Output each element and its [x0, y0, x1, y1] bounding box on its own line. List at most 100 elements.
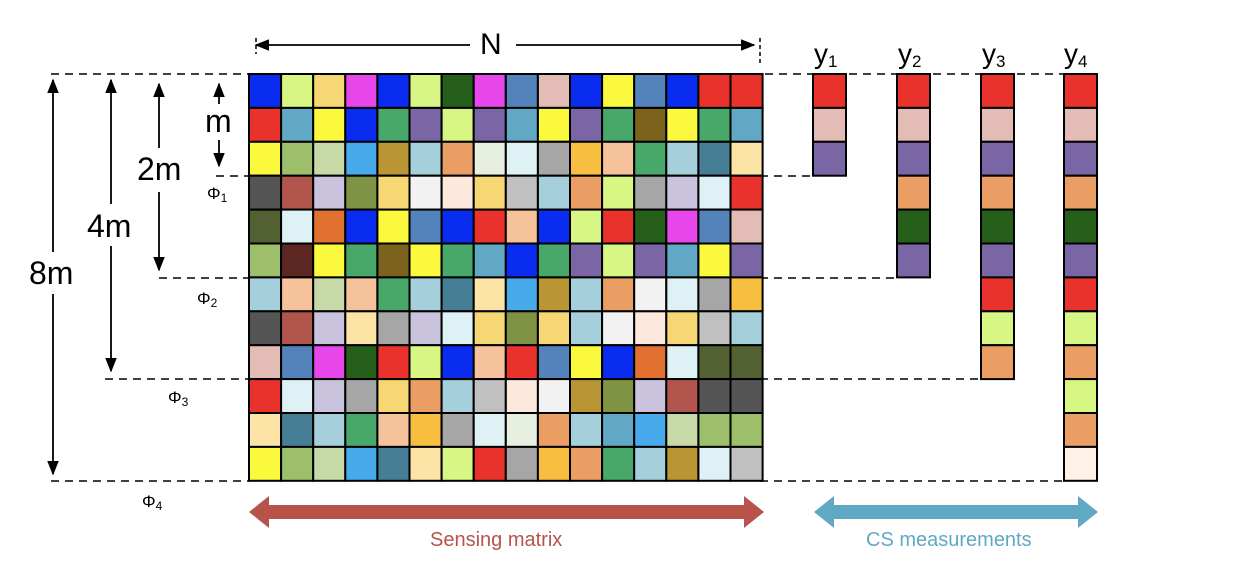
measurement-cell [1063, 73, 1098, 109]
cs-measurements-caption: CS measurements [866, 529, 1032, 551]
matrix-cell [248, 378, 283, 415]
matrix-cell [248, 242, 283, 279]
matrix-cell [504, 242, 539, 279]
matrix-cell [248, 412, 283, 448]
matrix-cell [312, 140, 347, 177]
matrix-cell [472, 344, 507, 381]
matrix-cell [344, 276, 379, 313]
measurement-cell [980, 73, 1015, 109]
matrix-cell [280, 174, 315, 211]
matrix-cell [697, 242, 732, 279]
matrix-cell [248, 276, 283, 313]
measurement-cell [896, 174, 931, 211]
matrix-cell [280, 412, 315, 448]
matrix-cell [569, 445, 604, 482]
matrix-cell [569, 344, 604, 381]
cs-measurements-arrow [814, 496, 1098, 528]
matrix-cell [536, 106, 572, 143]
matrix-cell [536, 174, 572, 211]
matrix-cell [472, 276, 507, 313]
matrix-cell [729, 412, 764, 448]
matrix-cell [697, 378, 732, 415]
matrix-cell [665, 378, 700, 415]
matrix-cell [697, 208, 732, 245]
matrix-cell [633, 310, 668, 347]
matrix-cell [248, 106, 283, 143]
phi-4-symbol: Φ [142, 492, 156, 511]
matrix-cell [665, 174, 700, 211]
matrix-cell [408, 412, 443, 448]
phi-4-index: 4 [155, 499, 163, 513]
matrix-cell [569, 106, 604, 143]
matrix-cell [344, 344, 379, 381]
matrix-cell [280, 310, 315, 347]
matrix-cell [408, 242, 443, 279]
matrix-cell [472, 242, 507, 279]
matrix-cell [312, 310, 347, 347]
matrix-cell [504, 378, 539, 415]
matrix-cell [729, 106, 764, 143]
measurement-cell [980, 344, 1015, 381]
matrix-cell [601, 276, 636, 313]
measurement-cell [1063, 412, 1098, 448]
matrix-cell [633, 276, 668, 313]
matrix-cell [376, 378, 411, 415]
y-1-index: 1 [828, 52, 838, 71]
matrix-cell [601, 412, 636, 448]
matrix-cell [601, 378, 636, 415]
measurement-cell [1063, 242, 1098, 279]
phi-3-symbol: Φ [168, 388, 182, 407]
matrix-cell [633, 73, 668, 109]
matrix-cell [697, 174, 732, 211]
matrix-cell [376, 242, 411, 279]
matrix-cell [569, 73, 604, 109]
phi-3-label: Φ3 [168, 389, 188, 408]
matrix-cell [312, 378, 347, 415]
matrix-cell [729, 174, 764, 211]
measurement-cell [1063, 445, 1098, 482]
matrix-cell [504, 276, 539, 313]
eight-m-label: 8m [29, 255, 74, 291]
caption-arrows [249, 496, 1098, 528]
matrix-cell [312, 208, 347, 245]
matrix-cell [504, 106, 539, 143]
matrix-cell [280, 140, 315, 177]
matrix-cell [312, 276, 347, 313]
matrix-cell [569, 412, 604, 448]
measurement-cell [1063, 378, 1098, 415]
matrix-cell [280, 208, 315, 245]
matrix-cell [344, 208, 379, 245]
matrix-cell [440, 276, 475, 313]
matrix-cell [440, 412, 475, 448]
matrix-cell [697, 412, 732, 448]
matrix-cell [408, 276, 443, 313]
matrix-cell [569, 242, 604, 279]
matrix-cell [633, 344, 668, 381]
matrix-cell [440, 174, 475, 211]
matrix-cell [601, 140, 636, 177]
matrix-cell [440, 208, 475, 245]
matrix-cell [633, 445, 668, 482]
matrix-cell [697, 445, 732, 482]
measurement-cell [980, 242, 1015, 279]
measurement-cell [980, 208, 1015, 245]
matrix-cell [697, 310, 732, 347]
phi-2-symbol: Φ [197, 289, 211, 308]
measurement-cell [1063, 208, 1098, 245]
measurement-cell [896, 208, 931, 245]
matrix-cell [312, 106, 347, 143]
matrix-cell [344, 140, 379, 177]
measurement-cell [812, 140, 847, 177]
sensing-matrix-grid [248, 73, 764, 482]
matrix-cell [280, 378, 315, 415]
matrix-cell [440, 310, 475, 347]
matrix-cell [665, 242, 700, 279]
four-m-label: 4m [87, 208, 132, 244]
phi-2-label: Φ2 [197, 290, 217, 309]
measurement-cell [980, 310, 1015, 347]
matrix-cell [697, 276, 732, 313]
matrix-cell [408, 106, 443, 143]
matrix-cell [408, 310, 443, 347]
matrix-cell [729, 73, 764, 109]
matrix-cell [729, 208, 764, 245]
